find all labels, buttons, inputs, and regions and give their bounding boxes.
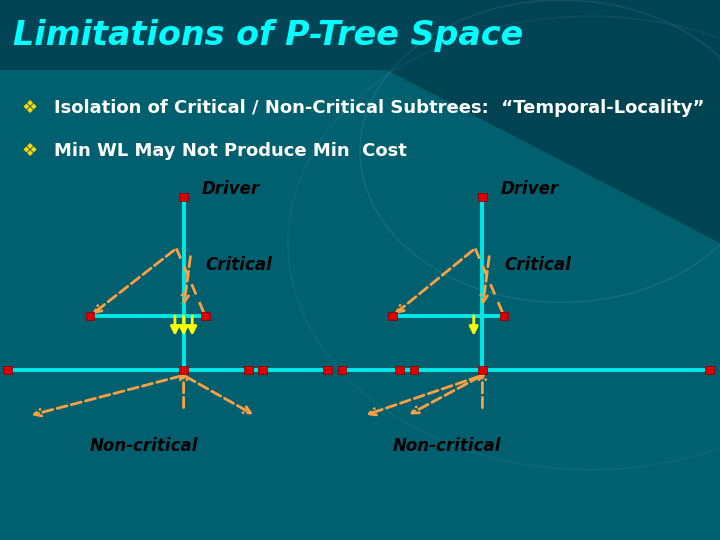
Text: Min WL May Not Produce Min  Cost: Min WL May Not Produce Min Cost bbox=[54, 142, 407, 160]
Text: Critical: Critical bbox=[504, 256, 571, 274]
Bar bbox=[244, 366, 253, 374]
Bar bbox=[395, 366, 404, 374]
Polygon shape bbox=[252, 0, 720, 243]
Text: Non-critical: Non-critical bbox=[90, 437, 199, 455]
Text: Limitations of P-Tree Space: Limitations of P-Tree Space bbox=[13, 18, 523, 52]
Bar bbox=[323, 366, 332, 374]
Bar bbox=[338, 366, 346, 374]
Bar bbox=[388, 312, 397, 320]
Text: Critical: Critical bbox=[205, 256, 272, 274]
Bar bbox=[179, 193, 188, 201]
Bar bbox=[0, 0, 720, 70]
Bar bbox=[3, 366, 12, 374]
Text: Driver: Driver bbox=[500, 180, 559, 198]
Bar bbox=[86, 312, 94, 320]
Bar bbox=[500, 312, 508, 320]
Bar bbox=[478, 193, 487, 201]
Bar bbox=[705, 366, 714, 374]
Text: Isolation of Critical / Non-Critical Subtrees:  “Temporal-Locality”: Isolation of Critical / Non-Critical Sub… bbox=[54, 99, 704, 117]
Text: Driver: Driver bbox=[202, 180, 260, 198]
Bar bbox=[201, 312, 210, 320]
Bar bbox=[478, 366, 487, 374]
Text: ❖: ❖ bbox=[22, 142, 37, 160]
Bar bbox=[410, 366, 418, 374]
Bar bbox=[258, 366, 267, 374]
Text: ❖: ❖ bbox=[22, 99, 37, 117]
Bar bbox=[179, 366, 188, 374]
Text: Non-critical: Non-critical bbox=[392, 437, 501, 455]
